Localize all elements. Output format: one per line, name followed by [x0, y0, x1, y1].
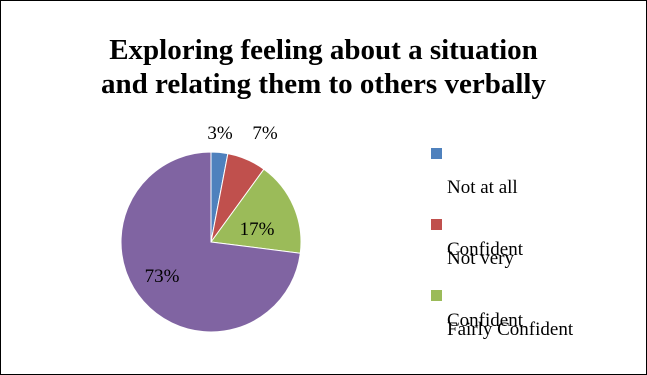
pie-slice-4	[120, 151, 301, 333]
legend-label-not-at-all-confident: Not at all Confident	[447, 141, 523, 265]
chart-title-line-1: Exploring feeling about a situation	[109, 34, 538, 66]
pie-data-label-2: 7%	[252, 123, 278, 144]
pie-slice-3	[210, 168, 302, 254]
legend-label-line: Confident	[447, 310, 523, 331]
legend-label-fairly-confident: Fairly Confident	[447, 283, 573, 345]
chart-title-line-2: and relating them to others verbally	[101, 68, 546, 100]
legend-swatch-fairly-confident	[431, 290, 442, 301]
pie-data-label-3: 17%	[240, 219, 275, 240]
pie-data-label-4: 73%	[145, 266, 180, 287]
legend-swatch-not-very-confident	[431, 219, 442, 230]
legend-label-line: Not very	[447, 248, 515, 269]
legend-label-not-very-confident: Not very Confident	[447, 212, 523, 336]
legend-label-line: Fairly Confident	[447, 319, 574, 340]
legend-label-line: Confident	[447, 239, 523, 260]
legend-label-line: Not at all	[447, 177, 518, 198]
pie-data-label-1: 3%	[207, 123, 233, 144]
legend-swatch-not-at-all-confident	[431, 148, 442, 159]
